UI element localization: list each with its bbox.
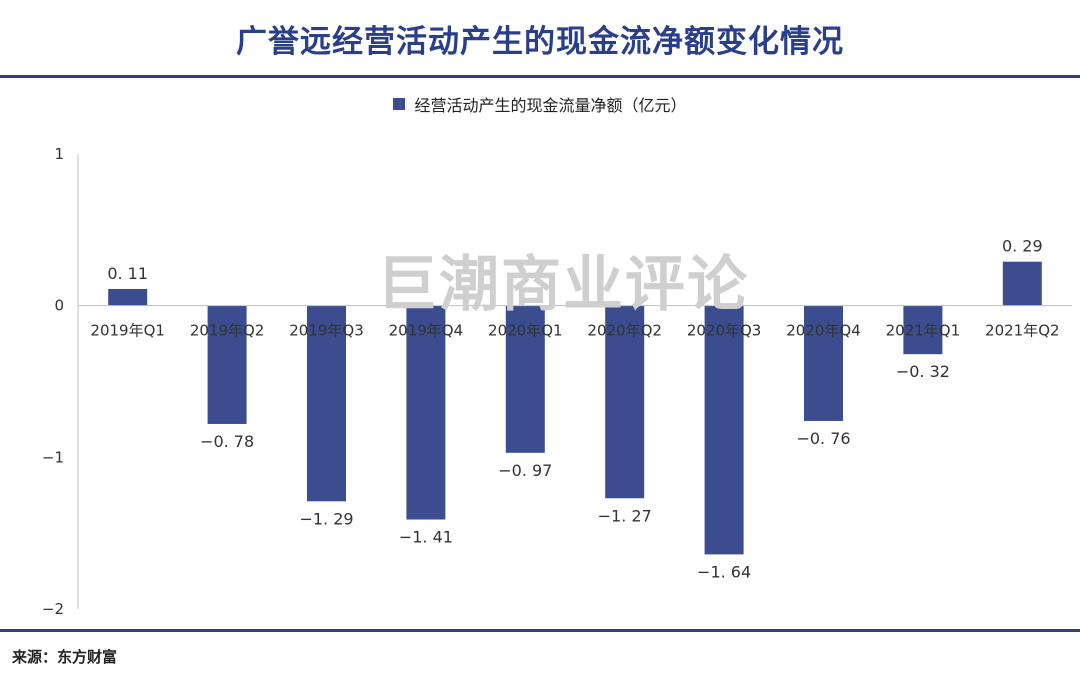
y-tick-label: −2	[42, 600, 64, 618]
x-tick-label: 2020年Q3	[687, 322, 762, 340]
bar	[406, 305, 446, 520]
bar	[704, 305, 744, 555]
legend-label: 经营活动产生的现金流量净额（亿元）	[414, 96, 687, 115]
data-label: −0. 97	[498, 461, 552, 480]
watermark-text: 巨潮商业评论	[377, 250, 749, 320]
data-label: 0. 29	[1002, 237, 1043, 256]
x-tick-label: 2019年Q4	[389, 322, 464, 340]
bar	[505, 305, 545, 453]
data-label: −1. 64	[697, 562, 751, 581]
bar	[804, 305, 843, 421]
y-tick-label: 0	[54, 297, 64, 315]
bar	[108, 288, 148, 306]
source-note: 来源：东方财富	[12, 648, 118, 666]
legend-swatch	[393, 98, 406, 110]
x-tick-label: 2021年Q2	[985, 322, 1060, 340]
chart-title: 广誉远经营活动产生的现金流净额变化情况	[236, 24, 844, 60]
x-tick-label: 2019年Q2	[190, 322, 265, 340]
legend: 经营活动产生的现金流量净额（亿元）	[0, 92, 1080, 116]
bar	[1002, 261, 1042, 306]
top-rule	[0, 75, 1080, 78]
x-tick-label: 2020年Q1	[488, 322, 563, 340]
data-label: −1. 27	[598, 506, 652, 525]
x-tick-label: 2021年Q1	[886, 322, 961, 340]
bar	[207, 305, 247, 424]
y-tick-label: −1	[42, 448, 64, 466]
data-label: −1. 29	[299, 509, 353, 528]
data-label: −0. 32	[896, 362, 950, 381]
x-tick-label: 2020年Q2	[587, 322, 662, 340]
bar	[903, 305, 943, 355]
bar	[605, 305, 645, 499]
y-tick-label: 1	[54, 145, 64, 163]
x-tick-label: 2020年Q4	[786, 322, 861, 340]
data-label: −0. 78	[200, 432, 254, 451]
data-label: −1. 41	[399, 528, 453, 547]
bar	[307, 305, 346, 502]
bottom-rule	[0, 629, 1080, 632]
data-label: 0. 11	[107, 264, 148, 283]
x-tick-label: 2019年Q1	[90, 322, 165, 340]
data-label: −0. 76	[796, 429, 850, 448]
x-tick-label: 2019年Q3	[289, 322, 364, 340]
